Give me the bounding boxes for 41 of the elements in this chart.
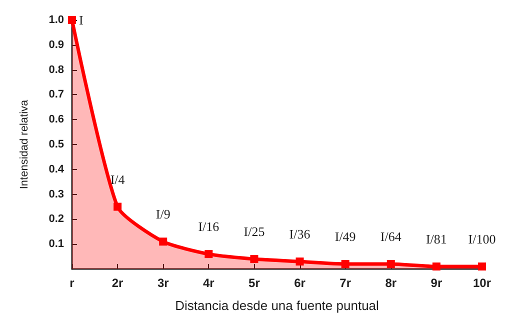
y-tick-label: 0.8 xyxy=(48,64,64,76)
annotation: I/9 xyxy=(156,206,170,222)
y-tick-label: 0.4 xyxy=(48,163,65,176)
annotation: I xyxy=(79,12,84,28)
y-tick-label: 0.1 xyxy=(48,238,64,250)
x-tick-label: 3r xyxy=(157,276,170,290)
x-tick-label: 6r xyxy=(294,276,306,290)
y-tick-label: 0.6 xyxy=(48,114,64,126)
y-tick-label: 0.7 xyxy=(48,88,64,101)
annotation: I/4 xyxy=(110,172,126,187)
x-tick-label: 2r xyxy=(112,276,124,290)
point xyxy=(386,260,395,268)
annotation: I/25 xyxy=(244,224,265,240)
point xyxy=(159,238,168,246)
point xyxy=(432,262,440,271)
x-tick-label: r xyxy=(70,276,75,290)
point xyxy=(250,255,258,264)
y-tick-label: 0.3 xyxy=(48,188,64,200)
point xyxy=(114,202,122,211)
point xyxy=(296,258,304,266)
y-tick-label: 1.0 xyxy=(48,14,64,26)
point xyxy=(341,260,350,268)
point xyxy=(204,250,213,258)
annotation: I/16 xyxy=(198,219,220,234)
y-tick-label: 0.2 xyxy=(48,213,64,226)
annotation: I/81 xyxy=(426,232,447,247)
annotation: I/36 xyxy=(289,226,311,242)
x-tick-label: 9r xyxy=(430,276,442,290)
y-axis-title: Intensidad relativa xyxy=(18,98,30,190)
x-tick-label: 7r xyxy=(340,276,352,290)
x-tick-label: 4r xyxy=(202,276,215,290)
annotation: I/49 xyxy=(334,229,356,244)
x-tick-label: 5r xyxy=(248,276,260,290)
x-tick-label: 10r xyxy=(472,276,492,290)
y-tick-label: 0.5 xyxy=(48,138,64,150)
annotation: I/64 xyxy=(380,229,402,244)
point xyxy=(478,262,486,271)
x-axis-title: Distancia desde una fuente puntual xyxy=(175,298,380,313)
x-tick-label: 8r xyxy=(385,276,397,290)
y-tick-label: 0.9 xyxy=(48,38,64,51)
annotation: I/100 xyxy=(468,232,496,247)
